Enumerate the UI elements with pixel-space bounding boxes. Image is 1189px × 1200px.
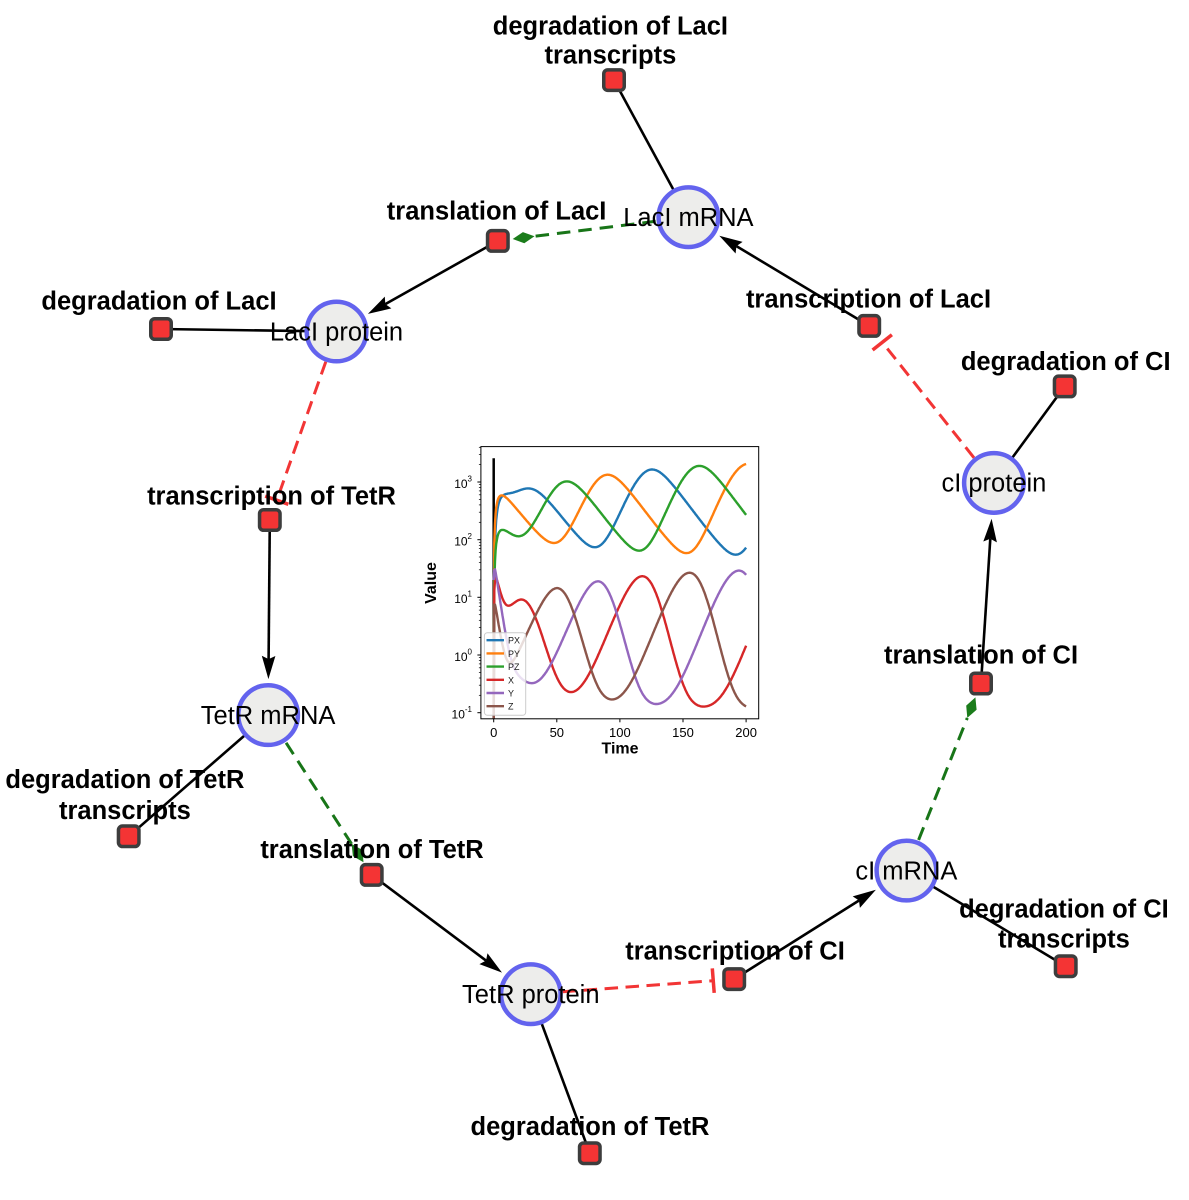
svg-text:transcripts: transcripts [59, 797, 191, 825]
svg-text:degradation of CI: degradation of CI [959, 896, 1169, 924]
svg-text:Z: Z [508, 702, 514, 712]
svg-text:150: 150 [672, 725, 694, 740]
svg-text:transcription of TetR: transcription of TetR [147, 483, 396, 511]
svg-text:PZ: PZ [508, 662, 520, 672]
svg-text:transcription of CI: transcription of CI [625, 937, 845, 965]
svg-text:Value: Value [423, 562, 440, 604]
svg-text:LacI protein: LacI protein [270, 318, 403, 346]
svg-text:transcripts: transcripts [545, 41, 677, 69]
svg-text:50: 50 [550, 725, 564, 740]
svg-text:degradation of CI: degradation of CI [961, 348, 1171, 376]
svg-text:degradation of TetR: degradation of TetR [471, 1113, 710, 1141]
svg-text:translation of LacI: translation of LacI [387, 198, 607, 226]
svg-text:0: 0 [490, 725, 497, 740]
svg-text:PY: PY [508, 649, 520, 659]
svg-text:X: X [508, 675, 514, 685]
svg-text:degradation of LacI: degradation of LacI [493, 13, 728, 41]
svg-text:Time: Time [601, 741, 638, 758]
svg-text:200: 200 [735, 725, 757, 740]
svg-text:transcripts: transcripts [998, 926, 1130, 954]
svg-text:transcription of LacI: transcription of LacI [746, 286, 991, 314]
svg-text:translation of TetR: translation of TetR [260, 836, 483, 864]
svg-text:degradation of TetR: degradation of TetR [5, 766, 244, 794]
svg-text:Y: Y [508, 689, 514, 699]
svg-text:cI mRNA: cI mRNA [855, 857, 957, 885]
svg-text:TetR protein: TetR protein [462, 981, 600, 1009]
svg-text:100: 100 [609, 725, 631, 740]
svg-text:cI protein: cI protein [941, 470, 1046, 498]
svg-text:translation of CI: translation of CI [884, 641, 1078, 669]
svg-text:PX: PX [508, 636, 520, 646]
svg-text:degradation of LacI: degradation of LacI [41, 288, 276, 316]
svg-text:TetR mRNA: TetR mRNA [201, 702, 336, 730]
svg-text:LacI mRNA: LacI mRNA [623, 204, 753, 232]
